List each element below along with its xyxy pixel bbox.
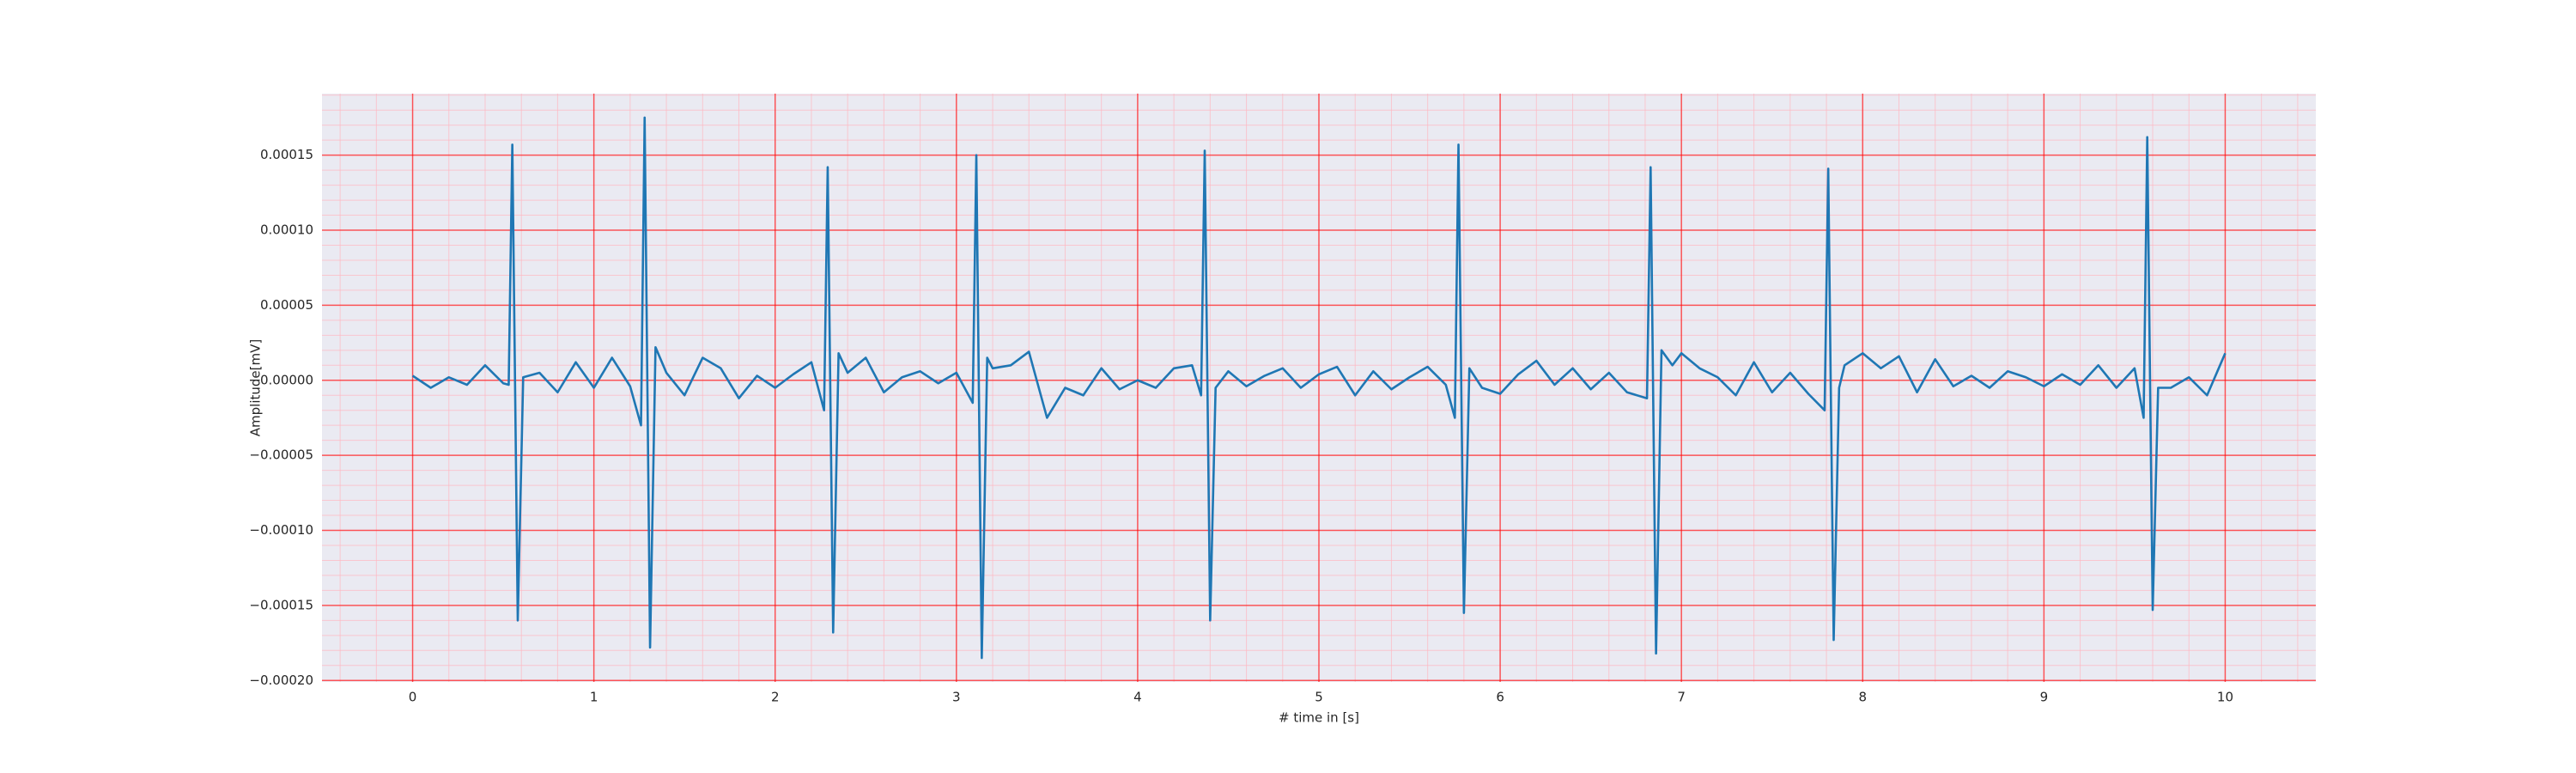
y-tick-label: 0.00015	[260, 147, 313, 162]
x-axis-label: # time in [s]	[1279, 710, 1359, 726]
y-tick-label: −0.00005	[249, 447, 313, 463]
y-tick-label: −0.00020	[249, 673, 313, 688]
data	[411, 116, 2227, 660]
x-tick-label: 10	[2217, 690, 2233, 705]
x-tick-label: 8	[1858, 690, 1867, 705]
x-tick-label: 1	[590, 690, 598, 705]
x-tick-label: 3	[952, 690, 961, 705]
x-tick-label: 2	[771, 690, 780, 705]
y-tick-label: −0.00010	[249, 522, 313, 538]
signal-line	[411, 116, 2227, 660]
x-tick-label: 6	[1496, 690, 1504, 705]
x-tick-label: 0	[409, 690, 417, 705]
y-tick-label: −0.00015	[249, 597, 313, 612]
x-tick-label: 4	[1133, 690, 1142, 705]
y-tick-label: 0.00010	[260, 222, 313, 238]
x-tick-label: 5	[1315, 690, 1323, 705]
y-axis-label: Amplitude[mV]	[248, 339, 264, 436]
labels: 0 1 2 3 4 5 6 7 8 9 10 −0.00020 −0.00015 −0.00010 −0.0…	[248, 147, 2234, 725]
y-tick-label: 0.00000	[260, 372, 313, 387]
x-tick-label: 9	[2040, 690, 2049, 705]
grid	[322, 94, 2316, 682]
x-tick-label: 7	[1677, 690, 1686, 705]
y-tick-label: 0.00005	[260, 297, 313, 313]
